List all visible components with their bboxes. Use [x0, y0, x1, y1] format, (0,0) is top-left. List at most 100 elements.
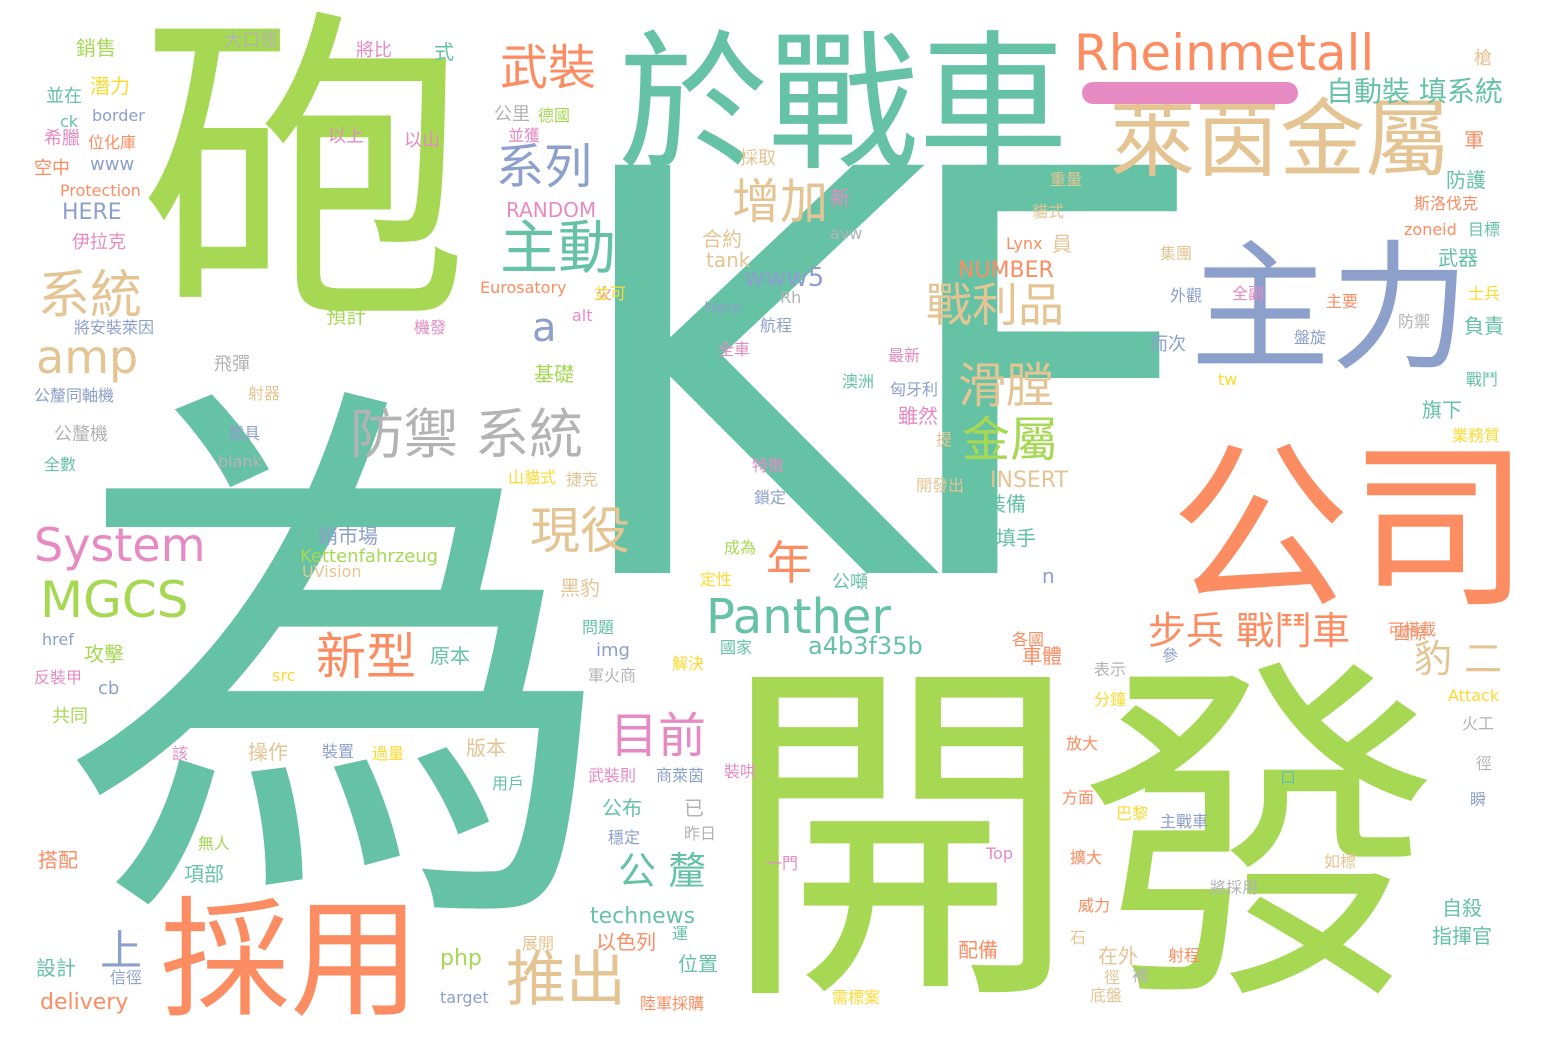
- word-guoliang: 過量: [372, 744, 405, 763]
- word-de: 徑: [1476, 754, 1493, 773]
- word-border: border: [92, 106, 145, 125]
- word-heibao: 黑豹: [560, 576, 600, 600]
- word-mgcs: MGCS: [40, 571, 189, 629]
- word-aozhou: 澳洲: [842, 372, 875, 391]
- word-qiang: 槍: [1474, 48, 1492, 69]
- word-tezheng: 特徵: [752, 456, 785, 475]
- word-wenti: 問題: [582, 618, 615, 637]
- word-bubing: 步兵 戰鬥車: [1148, 609, 1351, 653]
- word-pao: 砲: [140, 0, 470, 367]
- word-tw: tw: [1218, 370, 1238, 389]
- word-lynx: Lynx: [1006, 234, 1043, 253]
- word-rh: Rh: [780, 288, 802, 307]
- word-dipan: 底盤: [1090, 986, 1123, 1005]
- word-caiyong: 採用: [160, 884, 421, 1036]
- word-suoding: 鎖定: [754, 488, 787, 507]
- word-dingxing: 定性: [700, 570, 733, 589]
- word-yilake: 伊拉克: [72, 232, 126, 253]
- word-biaoshi: 表示: [1094, 660, 1127, 679]
- word-fei-dan: 飛彈: [214, 354, 250, 375]
- word-rheinmetall: Rheinmetall: [1074, 24, 1375, 82]
- word-caiqu: 採取: [740, 148, 776, 169]
- word-xianyi: 現役: [530, 502, 630, 560]
- word-kongzhong: 空中: [34, 158, 70, 179]
- word-peibei: 配備: [958, 938, 998, 962]
- word-fenzhong: 分鐘: [1094, 690, 1127, 709]
- word-gai: 該: [172, 744, 189, 763]
- word-wuzhuangze: 武裝則: [588, 766, 637, 785]
- word-yuji: 預計: [326, 304, 366, 328]
- word-jiangcaiyong: 將採用: [1210, 878, 1259, 897]
- word-gongli-tongzhou: 公釐同軸機: [34, 386, 115, 405]
- word-zaiju: 載具: [228, 424, 261, 443]
- word-zhanlan: 展開: [522, 934, 555, 953]
- word-qianli: 潛力: [90, 74, 130, 98]
- word-shecheng: 射程: [1168, 946, 1201, 965]
- word-huatang: 滑膛: [958, 358, 1055, 414]
- word-jun: 軍: [1464, 128, 1484, 152]
- word-zengjia: 增加: [732, 174, 829, 230]
- word-zhuli: 主力: [1190, 228, 1471, 391]
- word-yishan: 以山: [404, 130, 440, 151]
- word-kou: 口: [1280, 768, 1297, 787]
- word-cb: cb: [98, 678, 120, 699]
- word-kaifa: 開發: [720, 630, 1440, 1049]
- word-tank: tank: [706, 248, 751, 272]
- word-xinxi: 信徑: [110, 968, 143, 987]
- word-gongtong: 共同: [52, 706, 88, 727]
- word-nian: 年: [766, 536, 812, 590]
- word-gongzhang: 公 釐: [618, 849, 707, 893]
- word-shang: 上: [100, 926, 143, 975]
- word-shanmiao: 山貓式: [508, 468, 557, 487]
- word-zhongliang: 重量: [1050, 170, 1083, 189]
- word-fanzhuangjia: 反裝甲: [34, 668, 83, 687]
- word-shun: 瞬: [1470, 790, 1487, 809]
- word-here: HERE: [62, 200, 122, 225]
- word-mubiao: 目前: [610, 708, 707, 764]
- decorative-bar: [1082, 82, 1298, 104]
- word-xu: 需標案: [832, 988, 881, 1007]
- word-top: Top: [986, 844, 1013, 863]
- word-xitong1: 系統: [38, 266, 143, 326]
- word-target: target: [440, 988, 489, 1007]
- word-cheti: 車體: [1022, 644, 1062, 668]
- word-junhuoshang: 軍火商: [588, 666, 637, 685]
- word-lujun: 陸軍採購: [640, 994, 705, 1013]
- word-uvision: UVision: [302, 562, 362, 581]
- word-fangmian: 方面: [1062, 788, 1095, 807]
- word-yuanben: 原本: [430, 644, 470, 668]
- word-mubiao2: 目標: [1468, 220, 1501, 239]
- word-suiran: 雖然: [898, 404, 938, 428]
- word-random: RANDOM: [506, 198, 597, 222]
- word-yun: 運: [672, 924, 689, 943]
- word-bingjiang: 並獲: [508, 126, 541, 145]
- word-zisha: 自殺: [1442, 896, 1482, 920]
- word-chengwei: 成為: [724, 538, 757, 557]
- word-insert: INSERT: [990, 468, 1068, 493]
- word-huogong: 火工: [1462, 714, 1495, 733]
- word-yuan: 員: [1052, 232, 1072, 256]
- word-shi2: 石: [1070, 928, 1087, 947]
- word-xiaoshichang: 銷市場: [318, 524, 378, 548]
- word-panxuan: 盤旋: [1294, 328, 1327, 347]
- word-waiguan: 外觀: [1170, 286, 1203, 305]
- word-shibing: 士兵: [1468, 284, 1501, 303]
- word-bu: 補: [1132, 966, 1149, 985]
- word-laiyinjinshu: 萊茵金屬: [1110, 91, 1451, 190]
- word-gongbu: 公布: [602, 796, 642, 820]
- word-avw: avw: [830, 224, 863, 243]
- word-kettenfahrzeug: Kettenfahrzeug: [300, 546, 439, 567]
- word-geguo: 各國: [1012, 630, 1045, 649]
- word-guoji: 國際: [1394, 624, 1427, 643]
- word-jing: 徑: [1104, 968, 1121, 987]
- word-hero: Hero: [704, 298, 742, 317]
- word-a: a: [532, 305, 557, 351]
- word-technews: technews: [590, 904, 696, 929]
- word-gongdun: 公噸: [832, 572, 868, 593]
- word-yimen: 一門: [766, 854, 799, 873]
- word-protection: Protection: [60, 181, 141, 200]
- word-dakoujing: 大口徑: [224, 30, 278, 51]
- word-guojia: 國家: [720, 638, 753, 657]
- word-jiangan: 將安裝萊因: [74, 318, 155, 337]
